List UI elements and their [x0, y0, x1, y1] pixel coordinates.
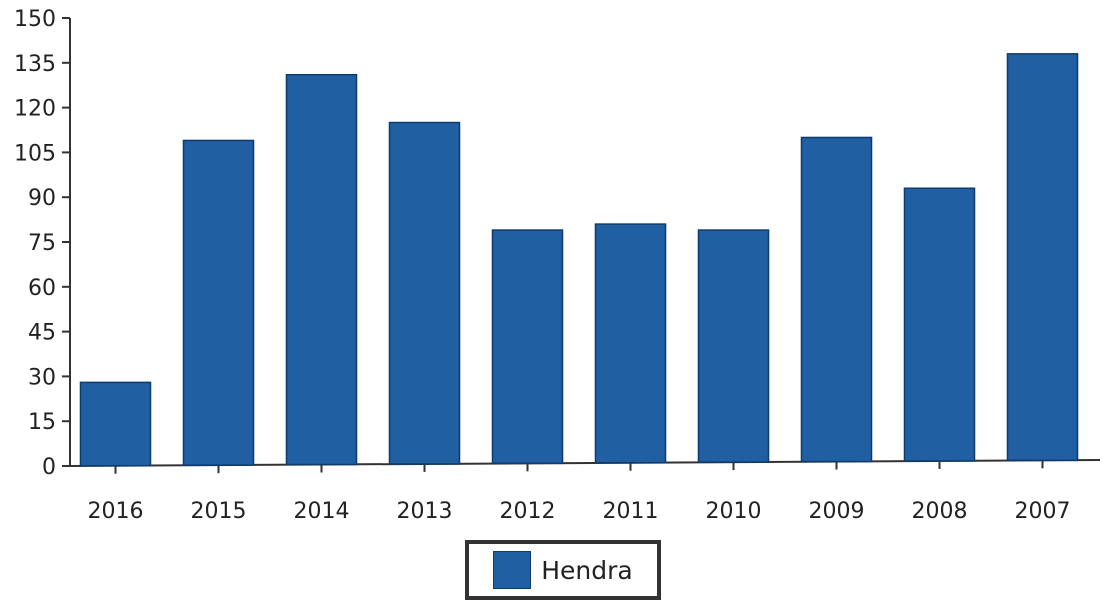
y-tick-label: 120	[14, 97, 56, 122]
legend: Hendra	[465, 540, 661, 600]
bar-2010	[697, 229, 770, 463]
bar-2009	[800, 136, 873, 463]
x-tick-label: 2012	[500, 499, 556, 524]
y-axis: 0 15 30 45 60 75 90 105 120 135 150	[14, 7, 71, 480]
bar-2007	[1006, 53, 1079, 462]
bar-2014	[285, 73, 358, 466]
y-tick-label: 60	[28, 276, 56, 301]
y-tick-label: 75	[28, 231, 56, 256]
bar-2011	[594, 223, 667, 464]
x-tick-label: 2007	[1015, 499, 1071, 524]
x-tick-label: 2009	[809, 499, 865, 524]
y-tick-label: 0	[42, 455, 56, 480]
legend-swatch	[493, 551, 532, 589]
x-tick-label: 2015	[191, 499, 247, 524]
x-axis: 2016 2015 2014 2013 2012 2011 2010 2009 2008 2007	[69, 459, 1101, 524]
x-tick-label: 2013	[397, 499, 453, 524]
x-tick-label: 2014	[294, 499, 350, 524]
x-tick-label: 2008	[912, 499, 968, 524]
y-tick-label: 15	[28, 410, 56, 435]
y-tick-label: 90	[28, 186, 56, 211]
bar-series	[79, 53, 1079, 467]
x-tick-label: 2011	[603, 499, 659, 524]
y-tick-label: 150	[14, 7, 56, 32]
y-tick-label: 105	[14, 141, 56, 166]
legend-label: Hendra	[541, 555, 633, 585]
y-tick-label: 135	[14, 52, 56, 77]
bar-2015	[182, 139, 255, 466]
bar-2012	[491, 229, 564, 465]
bar-2016	[79, 381, 152, 467]
y-tick-label: 45	[28, 321, 56, 346]
x-tick-label: 2010	[706, 499, 762, 524]
y-tick-label: 30	[28, 365, 56, 390]
x-tick-label: 2016	[88, 499, 144, 524]
bar-2008	[903, 187, 976, 462]
bar-2013	[388, 121, 461, 465]
